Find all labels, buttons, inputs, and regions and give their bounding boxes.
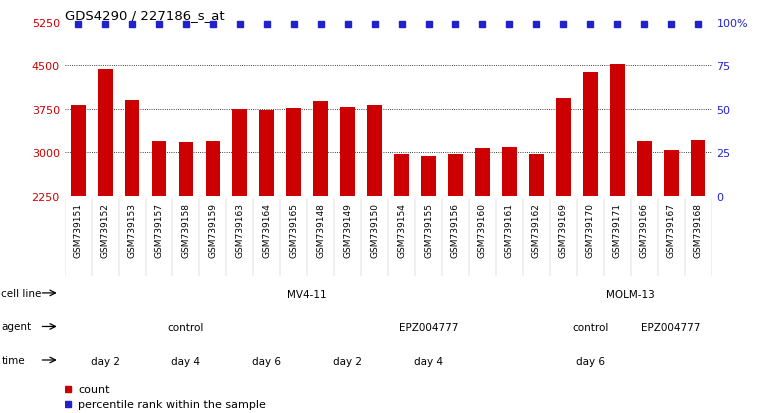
Bar — [394, 155, 409, 196]
Text: agent: agent — [2, 322, 31, 332]
Text: GSM739149: GSM739149 — [343, 202, 352, 257]
Text: MOLM-13: MOLM-13 — [607, 289, 655, 299]
Text: day 6: day 6 — [576, 356, 605, 366]
Bar — [314, 102, 328, 196]
Text: GSM739152: GSM739152 — [100, 202, 110, 257]
Text: control: control — [572, 322, 609, 332]
Bar — [368, 105, 382, 196]
Text: percentile rank within the sample: percentile rank within the sample — [78, 399, 266, 409]
Text: GSM739165: GSM739165 — [289, 202, 298, 257]
Text: MV4-11: MV4-11 — [288, 289, 327, 299]
Text: GSM739163: GSM739163 — [235, 202, 244, 257]
Text: GSM739169: GSM739169 — [559, 202, 568, 257]
Bar — [232, 109, 247, 196]
Bar — [151, 141, 167, 196]
Bar — [691, 141, 705, 196]
Bar — [286, 109, 301, 196]
Bar — [664, 151, 679, 196]
Bar — [340, 108, 355, 196]
Text: GSM739153: GSM739153 — [128, 202, 136, 257]
Text: GSM739164: GSM739164 — [263, 202, 272, 257]
Text: GSM739157: GSM739157 — [154, 202, 164, 257]
Text: GSM739166: GSM739166 — [640, 202, 648, 257]
Bar — [205, 141, 221, 196]
Text: GSM739171: GSM739171 — [613, 202, 622, 257]
Bar — [610, 64, 625, 196]
Text: GSM739167: GSM739167 — [667, 202, 676, 257]
Text: EPZ004777: EPZ004777 — [642, 322, 701, 332]
Bar — [556, 99, 571, 196]
Text: day 6: day 6 — [253, 356, 282, 366]
Text: GSM739170: GSM739170 — [586, 202, 595, 257]
Text: GSM739150: GSM739150 — [370, 202, 379, 257]
Text: GSM739160: GSM739160 — [478, 202, 487, 257]
Text: day 2: day 2 — [91, 356, 119, 366]
Text: GSM739168: GSM739168 — [693, 202, 702, 257]
Text: EPZ004777: EPZ004777 — [399, 322, 458, 332]
Text: GSM739154: GSM739154 — [397, 202, 406, 257]
Bar — [583, 73, 597, 196]
Bar — [448, 155, 463, 196]
Bar — [475, 148, 490, 196]
Text: GDS4290 / 227186_s_at: GDS4290 / 227186_s_at — [65, 9, 224, 21]
Bar — [179, 143, 193, 196]
Text: GSM739151: GSM739151 — [74, 202, 83, 257]
Bar — [125, 101, 139, 196]
Bar — [97, 69, 113, 196]
Text: GSM739148: GSM739148 — [317, 202, 325, 257]
Text: time: time — [2, 355, 25, 365]
Text: GSM739161: GSM739161 — [505, 202, 514, 257]
Text: GSM739155: GSM739155 — [424, 202, 433, 257]
Text: cell line: cell line — [2, 288, 42, 298]
Bar — [502, 147, 517, 196]
Bar — [71, 105, 85, 196]
Text: day 2: day 2 — [333, 356, 362, 366]
Text: GSM739156: GSM739156 — [451, 202, 460, 257]
Text: day 4: day 4 — [414, 356, 443, 366]
Text: control: control — [167, 322, 204, 332]
Text: GSM739159: GSM739159 — [209, 202, 218, 257]
Text: GSM739162: GSM739162 — [532, 202, 541, 257]
Bar — [421, 157, 436, 196]
Bar — [260, 111, 274, 196]
Bar — [529, 155, 544, 196]
Bar — [637, 141, 651, 196]
Text: count: count — [78, 384, 110, 394]
Text: day 4: day 4 — [171, 356, 200, 366]
Text: GSM739158: GSM739158 — [181, 202, 190, 257]
